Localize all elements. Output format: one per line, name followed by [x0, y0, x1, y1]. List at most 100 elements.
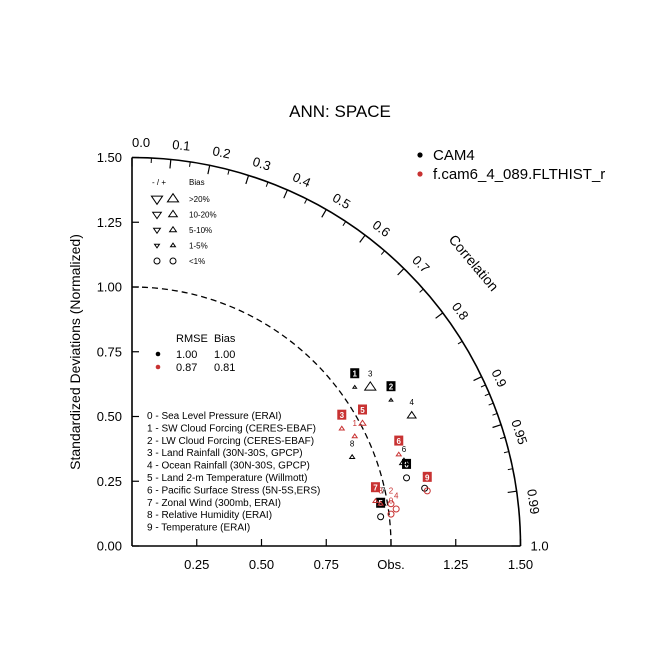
- data-point-label: 5: [360, 406, 365, 415]
- correlation-minor-tick: [480, 384, 486, 388]
- data-point-label-box: [402, 458, 412, 469]
- correlation-tick-label: 0.7: [409, 252, 432, 275]
- data-point: 6: [394, 435, 404, 457]
- x-tick-label: 0.25: [184, 557, 209, 572]
- data-point-circle: [392, 505, 400, 513]
- data-point: 2: [387, 486, 395, 508]
- bias-legend-label: <1%: [189, 257, 205, 266]
- data-point: 4: [406, 398, 418, 419]
- data-point-triangle: [395, 451, 403, 457]
- summary-bias-value: 0.81: [214, 362, 235, 374]
- correlation-minor-tick: [503, 451, 509, 454]
- bias-legend-triangle-down: [153, 243, 161, 249]
- variable-list: 0 - Sea Level Pressure (ERAI)1 - SW Clou…: [147, 411, 320, 534]
- data-point-label-box: [386, 381, 396, 392]
- variable-list-item: 5 - Land 2-m Temperature (Willmott): [147, 473, 307, 484]
- correlation-minor-tick: [492, 412, 498, 416]
- model-legend-dot: [417, 171, 423, 177]
- correlation-minor-tick: [265, 181, 269, 187]
- data-point: 9: [422, 471, 432, 495]
- reference-std-arc: [131, 286, 392, 547]
- data-point-label-box: [422, 471, 432, 482]
- correlation-minor-tick: [457, 340, 463, 345]
- x-axis-ticks: 0.25 0.50 0.75 1.25 1.50: [184, 539, 533, 572]
- data-point-label: 5: [378, 499, 383, 508]
- data-point-label-box: [370, 482, 380, 493]
- data-point-label: 7: [373, 484, 378, 493]
- variable-list-item: 9 - Temperature (ERAI): [147, 523, 250, 534]
- bias-legend-triangle-up: [166, 192, 180, 203]
- bias-legend-circle: [153, 257, 161, 265]
- model-legend: CAM4 f.cam6_4_089.FLTHIST_r: [417, 147, 605, 183]
- data-point-triangle: [388, 397, 394, 402]
- data-point: 4: [392, 491, 400, 513]
- summary-model-dot: [155, 364, 161, 370]
- correlation-tick-mark: [207, 165, 211, 175]
- data-point-triangle: [338, 425, 346, 431]
- bias-legend-label: 10-20%: [189, 211, 217, 220]
- summary-bias-value: 1.00: [214, 349, 235, 361]
- y-tick-label: 1.00: [97, 280, 122, 295]
- bias-legend-triangle-down: [152, 227, 162, 235]
- data-point-label-box: [358, 404, 368, 415]
- summary-bias-header: Bias: [214, 333, 236, 345]
- y-tick-label: 0.25: [97, 474, 122, 489]
- correlation-tick-label: 0.9: [488, 367, 509, 390]
- bias-legend-sign-header: - / +: [152, 178, 166, 187]
- correlation-tick-mark: [321, 209, 327, 218]
- correlation-tick-mark: [473, 376, 482, 382]
- data-point-circle: [387, 500, 395, 508]
- data-point-label: 8: [378, 486, 383, 495]
- model-legend-dot: [417, 152, 423, 158]
- bias-legend: - / + Bias >20% 10-20% 5-10% 1-5% <1%: [150, 178, 217, 266]
- data-point: 6: [398, 445, 410, 466]
- x-tick-label: 1.25: [443, 557, 468, 572]
- data-point: 8: [377, 486, 385, 506]
- correlation-tick-label: 0.95: [508, 418, 530, 447]
- bias-legend-label: >20%: [189, 195, 210, 204]
- correlation-tick-mark: [492, 424, 502, 429]
- y-axis-ticks: 0.00 0.25 0.50 0.75 1.00 1.25 1.50: [97, 150, 139, 554]
- correlation-minor-tick: [419, 288, 424, 293]
- summary-rmse-header: RMSE: [176, 333, 208, 345]
- correlation-arc: [131, 156, 522, 547]
- obs-label: Obs.: [377, 557, 404, 572]
- correlation-tick-mark: [245, 175, 250, 185]
- data-point-label-box: [350, 368, 360, 379]
- correlation-tick-mark: [435, 312, 444, 319]
- data-point-triangle: [351, 433, 359, 439]
- chart-title: ANN: SPACE: [289, 102, 391, 121]
- data-point-triangle: [348, 453, 356, 459]
- correlation-tick-mark: [169, 159, 172, 169]
- y-axis-label: Standardized Deviations (Normalized): [67, 234, 83, 470]
- bias-legend-triangle-down: [150, 195, 164, 206]
- correlation-minor-tick: [507, 468, 513, 471]
- data-point-label: 8: [350, 440, 355, 449]
- bias-legend-triangle-up: [167, 209, 179, 218]
- y-tick-label: 0.75: [97, 344, 122, 359]
- data-point-circle: [377, 513, 385, 521]
- correlation-tick-mark: [397, 268, 405, 276]
- data-point-circle: [387, 510, 395, 518]
- data-point-label: 3: [368, 370, 373, 379]
- model-legend-label: f.cam6_4_089.FLTHIST_r: [433, 166, 605, 183]
- variable-list-item: 1 - SW Cloud Forcing (CERES-EBAF): [147, 423, 316, 434]
- x-tick-label: 1.50: [508, 557, 533, 572]
- variable-list-item: 2 - LW Cloud Forcing (CERES-EBAF): [147, 436, 314, 447]
- data-point-label: 6: [402, 445, 407, 454]
- data-point: 1: [351, 419, 359, 439]
- data-point: 5: [376, 497, 386, 521]
- y-tick-label: 1.50: [97, 150, 122, 165]
- data-point-label: 4: [409, 398, 414, 407]
- variable-list-item: 0 - Sea Level Pressure (ERAI): [147, 411, 282, 422]
- data-point-triangle: [377, 500, 385, 506]
- correlation-tick-label: 0.2: [211, 143, 232, 161]
- data-point-triangle: [372, 497, 379, 503]
- data-point-label-box: [394, 435, 404, 446]
- model-legend-label: CAM4: [433, 147, 475, 164]
- correlation-axis-label: Correlation: [446, 231, 502, 294]
- correlation-tick-label: 0.8: [449, 299, 472, 322]
- data-point-label-box: [337, 409, 347, 420]
- data-point-label: 4: [394, 491, 399, 500]
